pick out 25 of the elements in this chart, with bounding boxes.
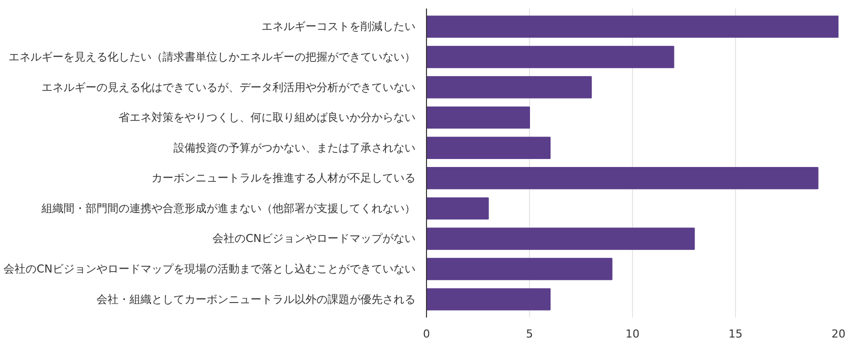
- x-tick-label: 20: [832, 328, 846, 340]
- bar: [426, 76, 592, 98]
- y-tick-label: 会社・組織としてカーボンニュートラル以外の課題が優先される: [96, 292, 416, 306]
- y-tick-label: エネルギーコストを削減したい: [262, 20, 416, 34]
- bar: [426, 288, 551, 310]
- bar: [426, 228, 695, 250]
- bar: [426, 16, 838, 38]
- y-tick-label: カーボンニュートラルを推進する人材が不足している: [152, 172, 416, 185]
- bar: [426, 106, 530, 129]
- y-tick-label: エネルギーの見える化はできているが、データ利活用や分析ができていない: [42, 80, 416, 94]
- y-tick-label: 設備投資の予算がつかない、または了承されない: [174, 141, 416, 154]
- y-tick-label: 組織間・部門間の連携や合意形成が進まない（他部署が支援してくれない）: [40, 202, 416, 215]
- x-tick-label: 0: [423, 328, 430, 340]
- bar: [426, 167, 818, 190]
- y-tick-label: 会社のCNビジョンやロードマップがない: [212, 232, 416, 246]
- y-tick-label: 会社のCNビジョンやロードマップを現場の活動まで落とし込むことができていない: [4, 262, 416, 276]
- y-tick-label: 省エネ対策をやりつくし、何に取り組めば良いか分からない: [118, 111, 416, 124]
- bar: [426, 197, 489, 220]
- y-tick-label: エネルギーを見える化したい（請求書単位しかエネルギーの把握ができていない）: [8, 50, 416, 64]
- x-tick-label: 5: [526, 328, 533, 340]
- bar: [426, 258, 612, 280]
- x-tick-label: 15: [728, 328, 742, 340]
- bar: [426, 136, 551, 159]
- bar: [426, 46, 674, 68]
- x-tick-label: 10: [626, 328, 640, 340]
